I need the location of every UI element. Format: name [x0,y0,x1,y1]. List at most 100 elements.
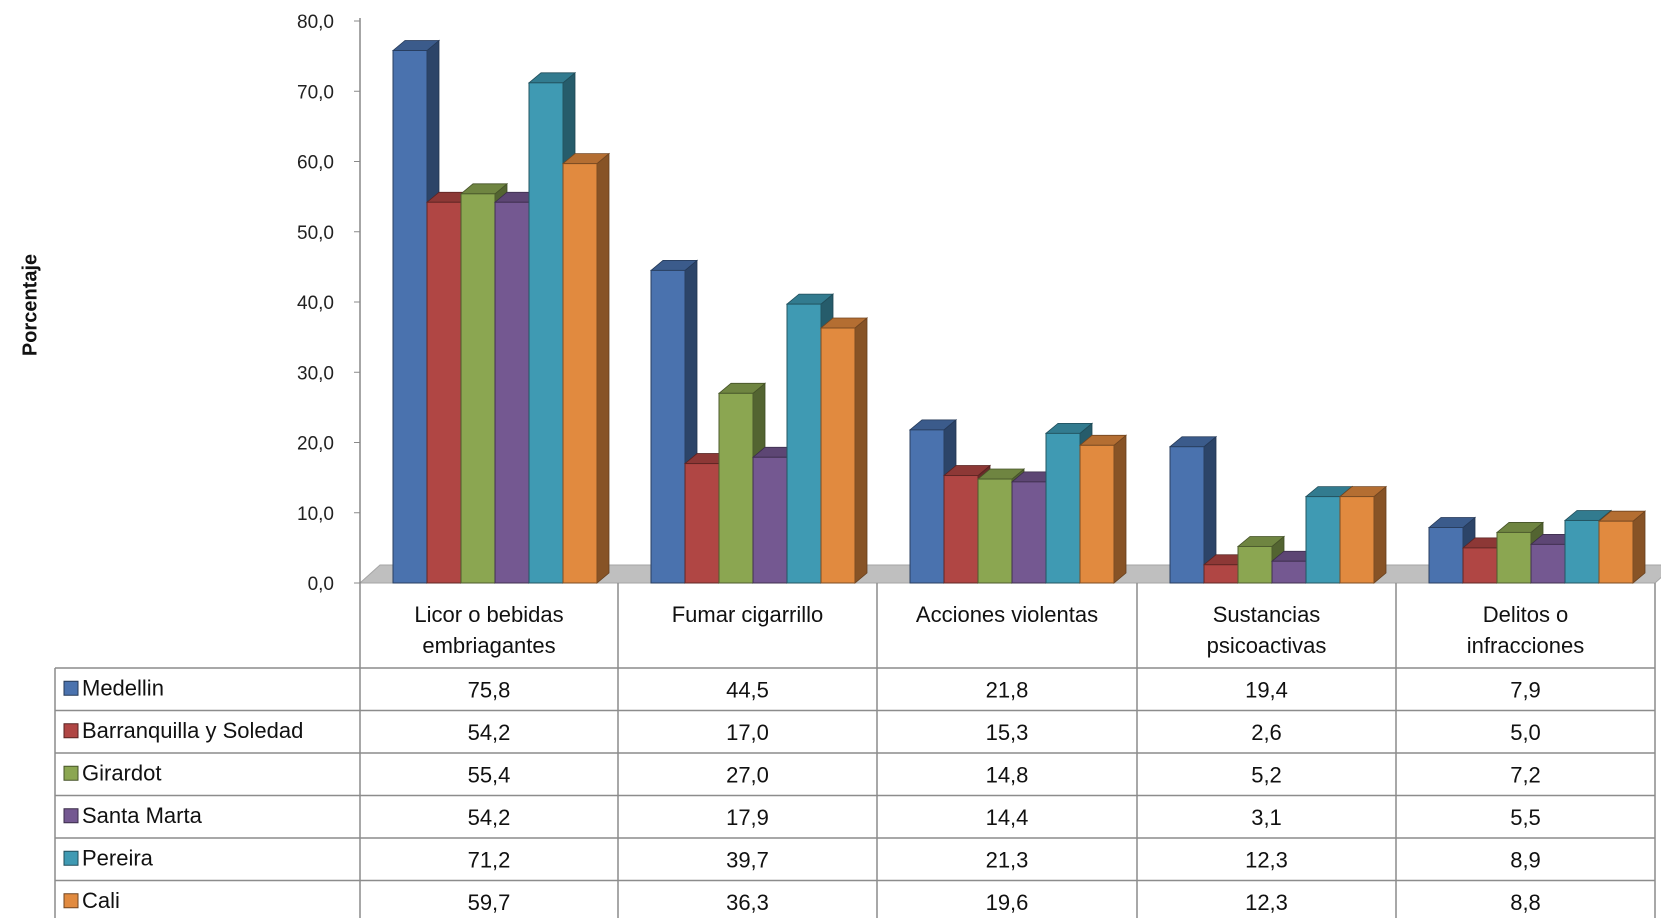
y-tick-label: 30,0 [297,363,334,384]
bar-3-5 [1338,485,1388,584]
plot-area: 0,0 10,0 20,0 30,0 40,0 50,0 60,0 70,0 80,0 [297,12,1661,595]
y-tick-label: 10,0 [297,504,334,525]
bar-front [752,456,788,584]
legend-swatch [63,723,79,739]
table-cell: 12,3 [1245,847,1288,872]
bar-3-0 [1168,435,1218,584]
legend-label: Cali [82,888,120,913]
bar-front [1530,543,1566,584]
bar-front [977,478,1013,584]
category-label: Acciones violentas [916,602,1098,627]
bar-front [460,193,496,584]
table-cell: 15,3 [986,720,1029,745]
bar-front [684,463,720,584]
bar-side [1632,510,1646,584]
table-cell: 75,8 [468,677,511,702]
bar-0-5 [561,152,611,584]
legend-label: Medellin [82,675,164,700]
bar-side [854,317,868,584]
bar-2-5 [1078,434,1128,584]
table-cell: 14,4 [986,805,1029,830]
bar-front [718,392,754,584]
bar-front [786,303,822,584]
bar-front [1428,527,1464,584]
bar-side [1113,434,1127,584]
bar-front [1462,547,1498,584]
table-cell: 5,5 [1510,805,1541,830]
bar-front [1237,545,1273,584]
bar-front [1598,520,1634,584]
bar-front [528,82,564,584]
table-cell: 54,2 [468,720,511,745]
table-cell: 17,9 [726,805,769,830]
y-tick-label: 80,0 [297,12,334,33]
bar-front [1011,481,1047,584]
y-tick-label: 20,0 [297,434,334,455]
table-cell: 14,8 [986,762,1029,787]
bar-front [820,327,856,584]
y-tick-label: 60,0 [297,153,334,174]
table-cell: 12,3 [1245,890,1288,915]
bar-1-5 [819,317,869,584]
legend-label: Pereira [82,845,154,870]
category-label: Delitos o infracciones [1467,602,1584,658]
table-cell: 3,1 [1251,805,1282,830]
table-cell: 27,0 [726,762,769,787]
table-cell: 21,3 [986,847,1029,872]
bar-front [1496,531,1532,584]
table-cell: 5,0 [1510,720,1541,745]
table-cell: 39,7 [726,847,769,872]
category-label: Sustancias psicoactivas [1207,602,1327,658]
bar-front [1045,432,1081,584]
bar-side [596,152,610,584]
bar-front [1271,560,1307,584]
y-tick-label: 50,0 [297,223,334,244]
bar-front [650,269,686,584]
bar-front [562,163,598,584]
bar-front [1203,564,1239,584]
y-tick-label: 40,0 [297,293,334,314]
bar-front [392,50,428,584]
table-cell: 71,2 [468,847,511,872]
bar-front [1079,444,1115,584]
table-cell: 5,2 [1251,762,1282,787]
table-cell: 7,9 [1510,677,1541,702]
bar-2-1 [942,464,992,584]
legend-swatch [63,680,79,696]
table-cell: 59,7 [468,890,511,915]
table-cell: 44,5 [726,677,769,702]
legend-label: Girardot [82,760,161,785]
table-cell: 55,4 [468,762,511,787]
legend-swatch [63,893,79,909]
y-tick-label: 70,0 [297,82,334,103]
legend-swatch [63,850,79,866]
table-cell: 36,3 [726,890,769,915]
table-cell: 8,8 [1510,890,1541,915]
y-tick-label: 0,0 [308,574,334,595]
category-label: Licor o bebidas embriagantes [414,602,563,658]
bar-4-5 [1597,510,1647,584]
category-label: Fumar cigarrillo [672,602,824,627]
legend-label: Santa Marta [82,803,203,828]
y-axis-title: Porcentaje [19,254,41,356]
table-cell: 19,6 [986,890,1029,915]
legend-label: Barranquilla y Soledad [82,718,303,743]
bar-front [1564,519,1600,584]
bar-front [426,201,462,584]
bar-front [1305,496,1341,584]
table-cell: 19,4 [1245,677,1288,702]
table-cell: 8,9 [1510,847,1541,872]
bar-front [1169,446,1205,584]
table-cell: 54,2 [468,805,511,830]
bar-front [1339,496,1375,584]
legend-swatch [63,765,79,781]
legend-swatch [63,808,79,824]
data-table: Licor o bebidas embriagantes Fumar cigarri… [54,583,1656,918]
bar-front [494,201,530,584]
table-cell: 7,2 [1510,762,1541,787]
table-cell: 17,0 [726,720,769,745]
bar-front [943,475,979,584]
bar-front [909,429,945,584]
table-cell: 2,6 [1251,720,1282,745]
